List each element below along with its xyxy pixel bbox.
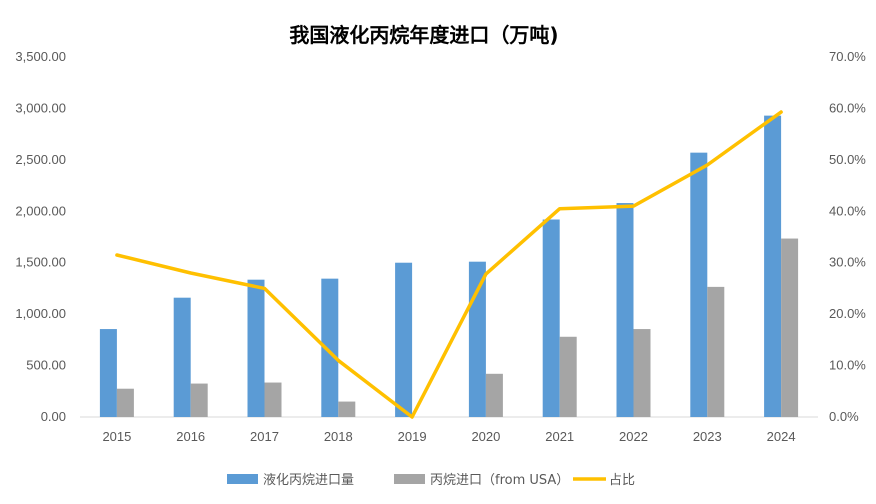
bar-usa-import bbox=[338, 401, 356, 417]
left-tick-label: 1,500.00 bbox=[15, 255, 66, 270]
left-tick-label: 0.00 bbox=[41, 409, 66, 424]
x-tick-label: 2024 bbox=[767, 429, 796, 444]
bar-usa-import bbox=[633, 329, 651, 417]
bar-usa-import bbox=[559, 336, 577, 417]
legend-swatch bbox=[394, 474, 425, 484]
bar-lpg-import bbox=[99, 329, 117, 417]
bar-lpg-import bbox=[247, 279, 265, 417]
bar-usa-import bbox=[116, 388, 134, 417]
left-tick-label: 3,500.00 bbox=[15, 49, 66, 64]
right-tick-label: 50.0% bbox=[829, 152, 866, 167]
left-tick-label: 1,000.00 bbox=[15, 306, 66, 321]
x-tick-label: 2019 bbox=[398, 429, 427, 444]
bar-lpg-import bbox=[542, 219, 560, 417]
legend-label: 丙烷进口（from USA） bbox=[430, 473, 569, 488]
bar-lpg-import bbox=[616, 203, 634, 417]
line-series bbox=[115, 110, 783, 419]
x-tick-label: 2017 bbox=[250, 429, 279, 444]
x-tick-label: 2018 bbox=[324, 429, 353, 444]
bar-usa-import bbox=[707, 286, 725, 417]
bar-lpg-import bbox=[173, 297, 191, 417]
bar-lpg-import bbox=[690, 152, 708, 417]
right-tick-label: 20.0% bbox=[829, 306, 866, 321]
right-tick-label: 30.0% bbox=[829, 255, 866, 270]
left-tick-label: 3,000.00 bbox=[15, 100, 66, 115]
left-tick-label: 2,000.00 bbox=[15, 203, 66, 218]
right-tick-label: 0.0% bbox=[829, 409, 859, 424]
bar-lpg-import bbox=[468, 261, 486, 417]
x-axis: 2015 2016 2017 2018 2019 2020 2021 2022 2023 2024 bbox=[80, 416, 818, 444]
right-tick-label: 40.0% bbox=[829, 203, 866, 218]
bar-usa-import bbox=[264, 382, 282, 417]
bar-usa-import bbox=[781, 238, 799, 417]
right-tick-label: 10.0% bbox=[829, 358, 866, 373]
left-tick-label: 500.00 bbox=[26, 358, 66, 373]
bar-lpg-import bbox=[764, 115, 782, 417]
bar-lpg-import bbox=[395, 262, 413, 417]
x-tick-label: 2023 bbox=[693, 429, 722, 444]
legend: 液化丙烷进口量 丙烷进口（from USA） 占比 bbox=[227, 473, 635, 488]
x-tick-label: 2020 bbox=[471, 429, 500, 444]
left-axis: 0.00 500.00 1,000.00 1,500.00 2,000.00 2,500.… bbox=[15, 49, 66, 424]
bars bbox=[99, 115, 799, 417]
right-tick-label: 60.0% bbox=[829, 100, 866, 115]
legend-swatch bbox=[227, 474, 258, 484]
x-tick-label: 2022 bbox=[619, 429, 648, 444]
ratio-line bbox=[115, 110, 783, 419]
x-tick-label: 2021 bbox=[545, 429, 574, 444]
right-tick-label: 70.0% bbox=[829, 49, 866, 64]
bar-lpg-import bbox=[321, 278, 339, 417]
right-axis: 0.0% 10.0% 20.0% 30.0% 40.0% 50.0% 60.0% 70.0% bbox=[829, 49, 866, 424]
left-tick-label: 2,500.00 bbox=[15, 152, 66, 167]
legend-label: 液化丙烷进口量 bbox=[263, 473, 354, 488]
chart-title: 我国液化丙烷年度进口（万吨) bbox=[289, 23, 558, 47]
x-tick-label: 2015 bbox=[102, 429, 131, 444]
bar-usa-import bbox=[485, 373, 503, 417]
bar-usa-import bbox=[190, 383, 208, 417]
x-tick-label: 2016 bbox=[176, 429, 205, 444]
legend-label: 占比 bbox=[609, 473, 635, 488]
